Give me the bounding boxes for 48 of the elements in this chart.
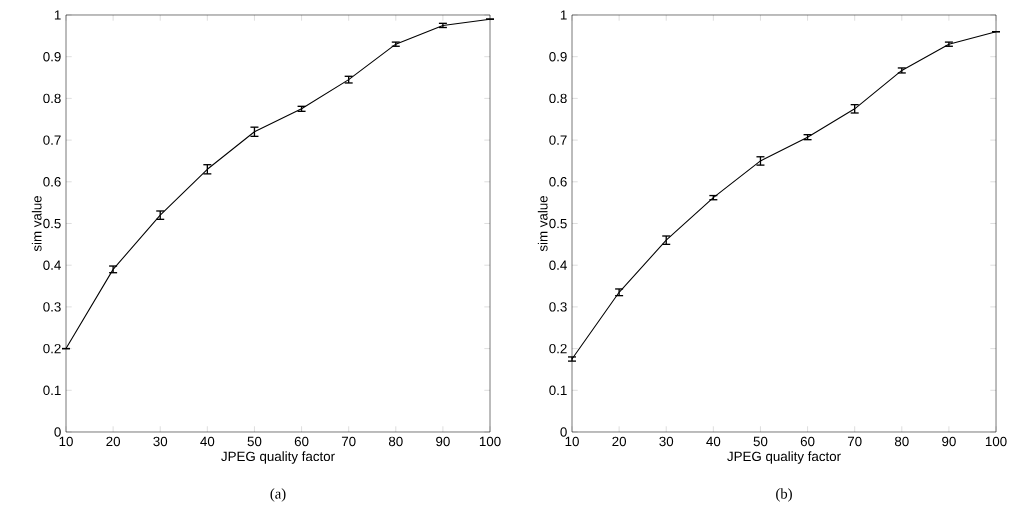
- y-tick-label: 0.4: [43, 260, 61, 270]
- y-tick-label: 0.3: [549, 302, 567, 312]
- x-tick-label: 50: [247, 436, 262, 447]
- y-tick-label: 0.6: [43, 177, 61, 187]
- y-tick-label: 0: [54, 427, 61, 437]
- y-tick-label: 0: [560, 427, 567, 437]
- x-tick-label: 20: [612, 436, 627, 447]
- y-tick-label: 0.7: [43, 135, 61, 145]
- x-tick-label: 40: [706, 436, 721, 447]
- y-tick-label: 1: [54, 10, 61, 20]
- y-tick-label: 0.8: [43, 93, 61, 104]
- x-tick-label: 50: [753, 436, 768, 447]
- y-tick-label: 0.2: [43, 343, 61, 354]
- x-tick-label: 100: [479, 436, 501, 447]
- y-tick-label: 0.7: [549, 135, 567, 145]
- y-tick-label: 0.1: [549, 385, 567, 396]
- x-tick-label: 30: [153, 436, 168, 447]
- x-tick-label: 60: [800, 436, 815, 447]
- x-tick-label: 10: [565, 436, 579, 447]
- y-tick-label: 0.4: [549, 260, 567, 270]
- y-tick-label: 0.2: [549, 343, 567, 354]
- y-axis-title: sim value: [537, 195, 548, 252]
- x-tick-label: 40: [200, 436, 215, 447]
- y-tick-label: 0.9: [549, 51, 567, 62]
- y-tick-label: 0.6: [549, 177, 567, 187]
- y-tick-label: 0.5: [549, 218, 567, 229]
- x-axis-title: JPEG quality factor: [727, 451, 841, 464]
- y-tick-label: 0.9: [43, 51, 61, 62]
- x-tick-label: 80: [894, 436, 909, 447]
- x-tick-label: 80: [388, 436, 403, 447]
- x-tick-label: 30: [659, 436, 674, 447]
- x-tick-label: 100: [985, 436, 1007, 447]
- y-tick-label: 0.3: [43, 302, 61, 312]
- x-tick-label: 20: [106, 436, 121, 447]
- text: (b): [776, 488, 792, 502]
- x-tick-label: 60: [294, 436, 309, 447]
- x-axis-title: JPEG quality factor: [221, 451, 335, 464]
- y-tick-label: 1: [560, 10, 567, 20]
- y-tick-label: 0.8: [549, 93, 567, 104]
- x-tick-label: 70: [341, 436, 356, 447]
- x-tick-label: 70: [847, 436, 862, 447]
- y-tick-label: 0.1: [43, 385, 61, 396]
- x-tick-label: 90: [436, 436, 450, 447]
- x-tick-label: 10: [59, 436, 73, 447]
- x-tick-label: 90: [942, 436, 956, 447]
- text: (a): [270, 488, 286, 502]
- y-tick-label: 0.5: [43, 218, 61, 229]
- y-axis-title: sim value: [31, 195, 42, 252]
